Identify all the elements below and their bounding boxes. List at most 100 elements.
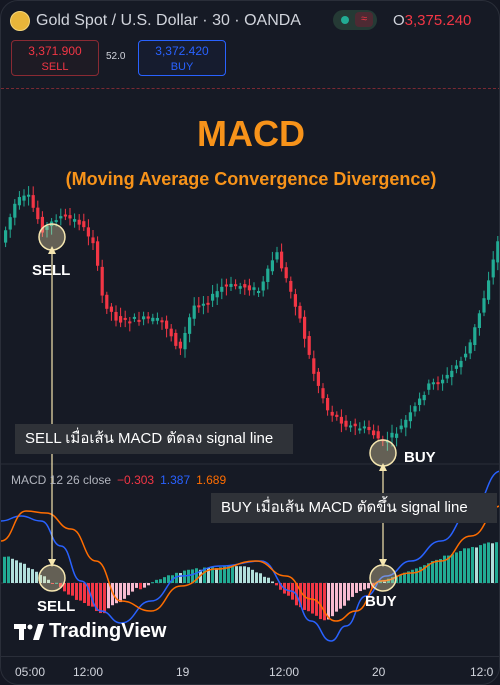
candle-body	[459, 360, 463, 368]
buy-button[interactable]: 3,372.420 BUY	[138, 40, 226, 76]
candle-body	[473, 327, 477, 346]
histogram-bar	[183, 570, 186, 583]
candle-body	[252, 287, 256, 290]
histogram-bar	[327, 583, 330, 620]
histogram-bar	[243, 566, 246, 583]
histogram-bar	[383, 581, 386, 583]
histogram-bar	[379, 581, 382, 583]
candle-body	[404, 419, 408, 428]
histogram-bar	[251, 569, 254, 583]
chart-header: Gold Spot / U.S. Dollar · 30 · OANDA ≈ O…	[1, 1, 499, 41]
buy-arrow-down-icon	[379, 559, 387, 567]
histogram-bar	[279, 583, 282, 590]
histogram-bar	[127, 583, 130, 596]
candle-body	[284, 267, 288, 279]
histogram-bar	[455, 552, 458, 583]
histogram-bar	[23, 563, 26, 583]
time-tick: 05:00	[15, 665, 46, 679]
histogram-bar	[219, 567, 222, 583]
histogram-bar	[363, 583, 366, 590]
candle-body	[201, 303, 205, 306]
histogram-bar	[207, 567, 210, 583]
histogram-bar	[431, 561, 434, 583]
macd-histogram	[3, 542, 498, 621]
candle-body	[376, 431, 380, 439]
buy-crossover-label: BUY	[365, 593, 397, 610]
histogram-bar	[19, 562, 22, 583]
candle-body	[477, 313, 481, 328]
spread-value: 52.0	[106, 51, 126, 62]
candle-body	[45, 225, 49, 230]
macd-legend[interactable]: MACD 12 26 close −0.303 1.387 1.689	[11, 473, 226, 487]
tradingview-logo[interactable]: TradingView	[14, 620, 166, 646]
sell-rule-note: SELL เมื่อเส้น MACD ตัดลง signal line	[15, 424, 293, 454]
histogram-bar	[91, 583, 94, 607]
market-status-indicator[interactable]: ≈	[333, 10, 377, 30]
candle-body	[220, 286, 224, 292]
candle-body	[372, 430, 376, 436]
market-open-dot-icon	[341, 16, 349, 24]
histogram-bar	[159, 579, 162, 583]
time-tick: 20	[372, 665, 386, 679]
buy-signal-circle	[369, 439, 397, 467]
candle-body	[77, 219, 81, 225]
candle-body	[63, 214, 67, 217]
histogram-bar	[51, 583, 54, 584]
candle-body	[468, 342, 472, 354]
histogram-bar	[435, 559, 438, 583]
histogram-bar	[319, 583, 322, 620]
signal-line	[1, 505, 499, 622]
buy-button-label: BUY	[170, 61, 194, 73]
candle-body	[312, 358, 316, 374]
candle-body	[123, 317, 127, 320]
histogram-bar	[307, 583, 310, 612]
histogram-bar	[107, 583, 110, 609]
histogram-bar	[311, 583, 314, 614]
candle-body	[183, 332, 187, 350]
candle-body	[13, 203, 17, 218]
candle-body	[8, 217, 12, 230]
histogram-bar	[163, 577, 166, 583]
histogram-bar	[347, 583, 350, 601]
histogram-bar	[491, 543, 494, 583]
histogram-bar	[123, 583, 126, 599]
histogram-bar	[119, 583, 122, 603]
histogram-bar	[403, 572, 406, 583]
histogram-bar	[235, 566, 238, 583]
histogram-bar	[179, 573, 182, 583]
gold-coin-icon	[10, 11, 30, 31]
histogram-bar	[495, 542, 498, 583]
histogram-bar	[135, 583, 138, 588]
sell-button[interactable]: 3,371.900 SELL	[11, 40, 99, 76]
histogram-bar	[467, 548, 470, 583]
histogram-bar	[331, 583, 334, 617]
time-tick: 12:00	[269, 665, 300, 679]
candle-body	[298, 305, 302, 319]
time-axis[interactable]: 05:00 12:00 19 12:00 20 12:0	[1, 656, 499, 684]
histogram-bar	[351, 583, 354, 597]
candle-body	[303, 316, 307, 339]
buy-price: 3,372.420	[155, 44, 209, 58]
histogram-bar	[415, 568, 418, 583]
histogram-bar	[143, 583, 146, 588]
candle-body	[100, 266, 104, 296]
histogram-bar	[75, 583, 78, 600]
histogram-bar	[27, 567, 30, 583]
candle-body	[31, 195, 35, 208]
candle-body	[243, 284, 247, 288]
candle-body	[289, 280, 293, 292]
candle-body	[349, 425, 353, 428]
histogram-bar	[231, 565, 234, 583]
candle-body	[109, 306, 113, 312]
histogram-bar	[227, 565, 230, 583]
candle-body	[482, 298, 486, 313]
candle-body	[137, 319, 141, 322]
histogram-bar	[67, 583, 70, 595]
histogram-bar	[215, 568, 218, 583]
symbol-title[interactable]: Gold Spot / U.S. Dollar · 30 · OANDA	[36, 12, 301, 29]
buy-marker-label: BUY	[404, 449, 436, 466]
time-tick: 19	[176, 665, 190, 679]
histogram-bar	[191, 569, 194, 583]
